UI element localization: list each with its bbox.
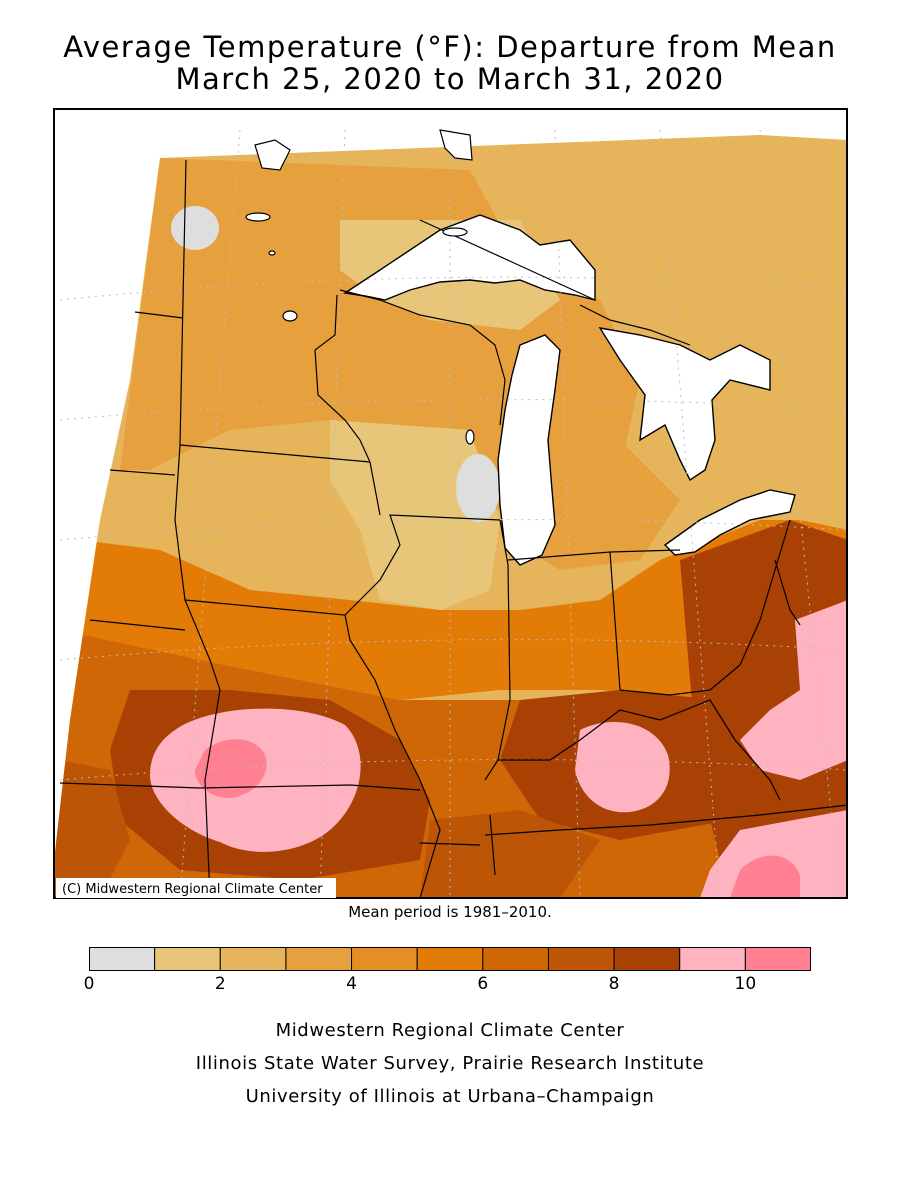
temperature-departure-map: (C) Midwestern Regional Climate Center: [53, 108, 848, 899]
islands: [245, 129, 475, 445]
state-borders: [59, 159, 848, 899]
legend-bin-6: [482, 947, 549, 971]
legend-bin-3: [285, 947, 353, 971]
legend-tick-label: 10: [734, 974, 757, 994]
map-date-range: March 25, 2020 to March 31, 2020: [175, 62, 725, 96]
lat-lon-grid: [59, 129, 848, 899]
great-lakes: [343, 214, 796, 566]
color-scale-legend: [89, 947, 811, 971]
mean-period-note: Mean period is 1981–2010.: [348, 903, 552, 921]
credit-line-2: Illinois State Water Survey, Prairie Res…: [195, 1053, 705, 1074]
legend-tick-label: 2: [214, 974, 226, 994]
map-copyright: (C) Midwestern Regional Climate Center: [62, 882, 323, 897]
legend-bin-10: [744, 947, 811, 971]
legend-bin-9: [679, 947, 746, 971]
lake-huron: [598, 327, 771, 482]
lake-michigan: [497, 334, 561, 566]
legend-bin-8: [613, 947, 681, 971]
map-title: Average Temperature (°F): Departure from…: [63, 30, 837, 64]
credit-line-1: Midwestern Regional Climate Center: [275, 1020, 625, 1041]
lake-erie: [663, 489, 796, 556]
legend-bin-0: [89, 947, 156, 971]
legend-bin-1: [154, 947, 221, 971]
legend-tick-label: 0: [83, 974, 95, 994]
legend-bin-5: [416, 947, 484, 971]
legend-tick-label: 8: [608, 974, 620, 994]
credit-line-3: University of Illinois at Urbana–Champai…: [245, 1086, 655, 1107]
legend-bin-4: [351, 947, 418, 971]
legend-bin-7: [547, 947, 615, 971]
legend-tick-label: 6: [477, 974, 489, 994]
legend-bin-2: [219, 947, 287, 971]
lake-superior: [343, 214, 596, 301]
legend-tick-label: 4: [346, 974, 357, 994]
